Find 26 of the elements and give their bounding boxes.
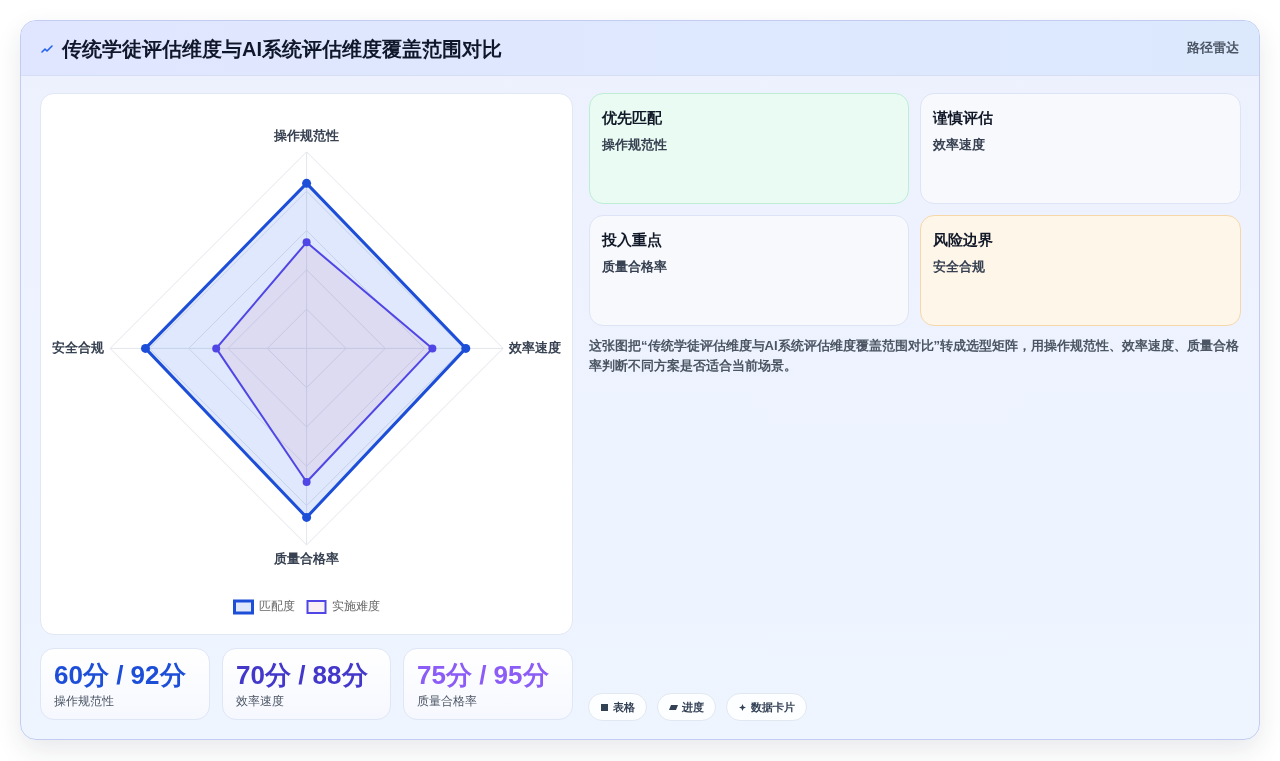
text: 75分 / 95分: [417, 659, 549, 691]
text: 效率速度: [933, 136, 985, 154]
text: 安全合规: [933, 258, 985, 276]
text: 投入重点: [602, 230, 662, 250]
spoke-label: 质量合格率: [273, 551, 340, 567]
text: 优先匹配: [602, 108, 662, 128]
text: 操作规范性: [54, 693, 114, 709]
spoke-label: 安全合规: [52, 339, 106, 355]
spoke-label: 操作规范性: [273, 128, 340, 144]
text: 路径雷达: [1187, 39, 1239, 57]
text: 数据卡片: [751, 699, 795, 715]
text: 这张图把“传统学徒评估维度与AI系统评估维度覆盖范围对比”转成选型矩阵，用操作规范性、效率速度、质量合格率判断不同方案是否适合当前场景。: [589, 337, 1240, 375]
text: 进度: [682, 699, 704, 715]
text: 质量合格率: [417, 693, 477, 709]
text: 传统学徒评估维度与AI系统评估维度覆盖范围对比: [62, 37, 502, 61]
text: 风险边界: [933, 230, 993, 250]
text: 操作规范性: [602, 136, 667, 154]
text: 谨慎评估: [933, 108, 993, 128]
text: 效率速度: [236, 693, 284, 709]
text: 质量合格率: [602, 258, 667, 276]
text: 表格: [613, 699, 635, 715]
legend-label: 匹配度: [258, 599, 295, 614]
legend-label: 实施难度: [331, 599, 380, 614]
spoke-label: 效率速度: [508, 339, 562, 355]
text: 60分 / 92分: [54, 659, 186, 691]
text: 70分 / 88分: [236, 659, 368, 691]
